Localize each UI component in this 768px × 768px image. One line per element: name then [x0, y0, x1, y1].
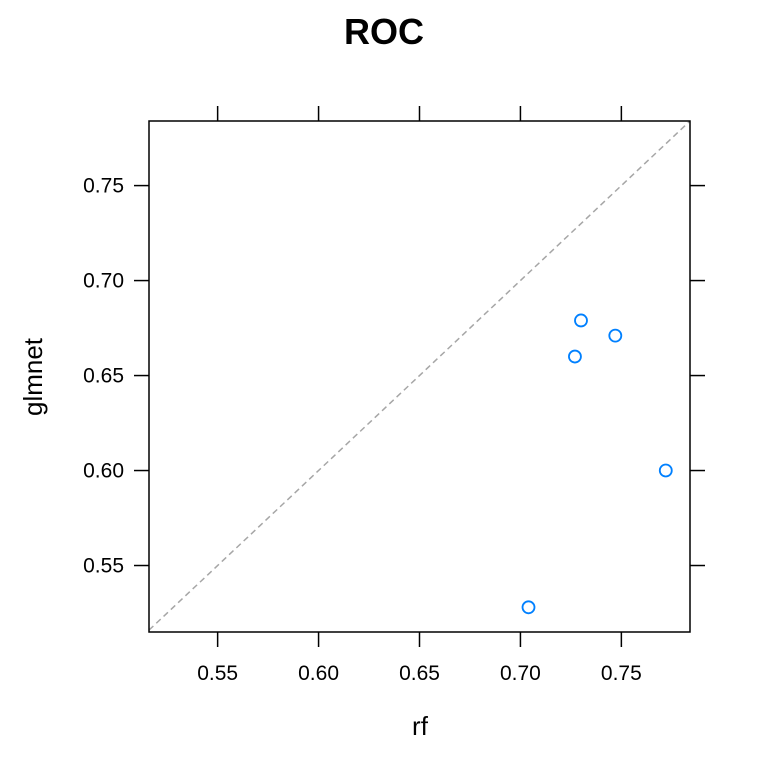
x-axis-label: rf [412, 711, 429, 741]
plot-area: 0.55 0.60 0.65 0.70 0.75 0.55 0.60 0.65 0.70 0.75 [83, 106, 705, 685]
data-point [574, 313, 588, 328]
reference-line [148, 120, 691, 631]
y-tick-label: 0.70 [83, 270, 124, 293]
x-tick-label: 0.70 [500, 662, 541, 685]
y-axis-label: glmnet [18, 337, 48, 416]
data-point [658, 463, 673, 478]
x-tick-label: 0.75 [601, 662, 642, 685]
y-tick-label: 0.60 [83, 460, 124, 483]
chart-title: ROC [344, 11, 424, 52]
y-tick-label: 0.65 [83, 365, 124, 388]
data-point [568, 349, 582, 364]
x-tick-label: 0.65 [399, 662, 440, 685]
x-tick-label: 0.55 [197, 662, 238, 685]
y-tick-label: 0.55 [83, 555, 124, 578]
data-point [608, 328, 623, 343]
data-point [521, 600, 536, 615]
x-tick-label: 0.60 [298, 662, 339, 685]
y-tick-label: 0.75 [83, 175, 124, 198]
